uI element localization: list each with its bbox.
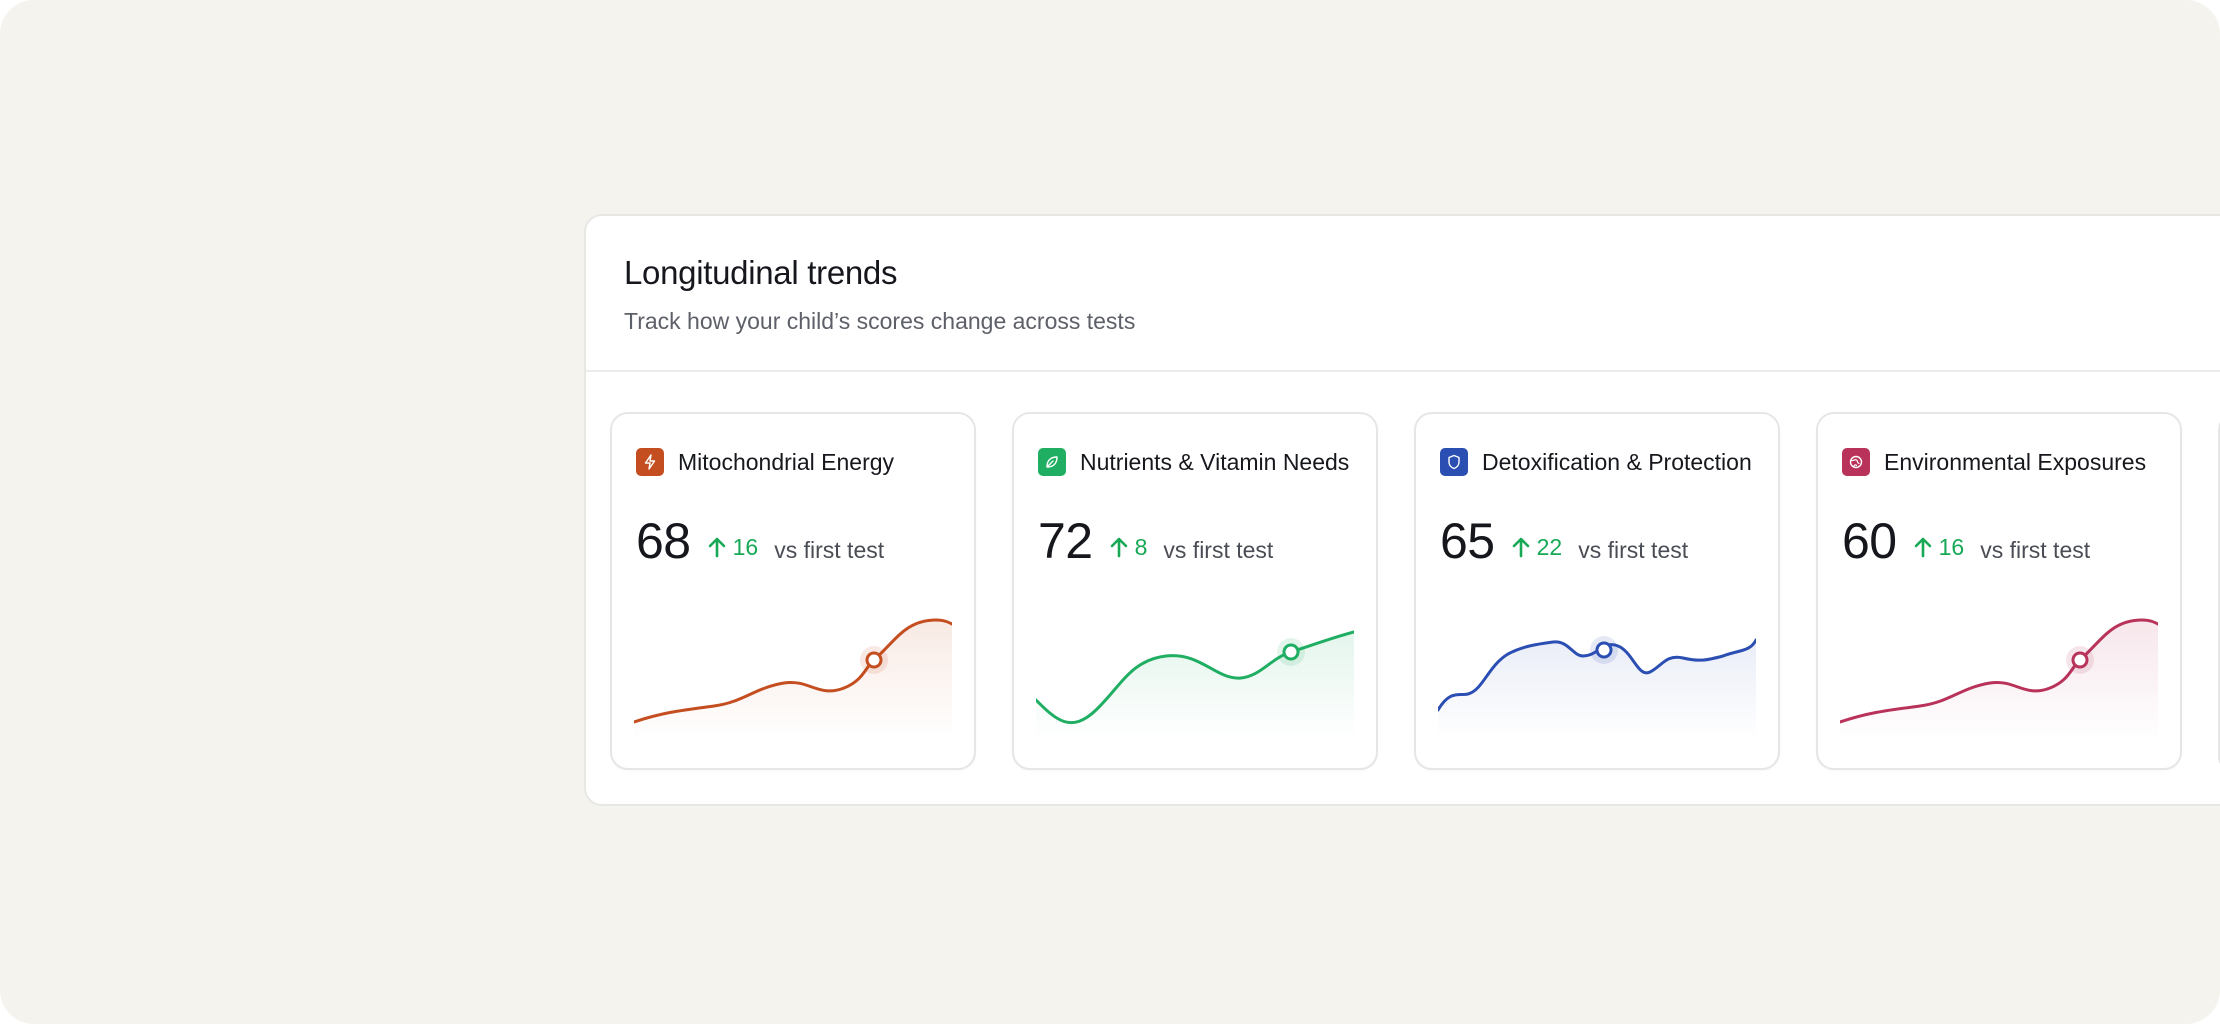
sparkline-chart xyxy=(634,618,952,740)
sparkline-path xyxy=(1840,618,2158,724)
card-label: Environmental Exposures xyxy=(1884,448,2147,475)
arrow-up-icon xyxy=(708,537,725,558)
longitudinal-trends-panel: Longitudinal trends Track how your child… xyxy=(584,214,2220,806)
trend-card-environmental-exposures[interactable]: Environmental Exposures 60 16 vs first t… xyxy=(1816,412,2182,770)
delta-indicator: 16 xyxy=(1913,533,1965,561)
sparkline-path xyxy=(634,618,952,724)
score-value: 60 xyxy=(1842,513,1897,569)
sparkline-chart xyxy=(1438,636,1756,740)
shield-icon xyxy=(1440,448,1468,476)
trend-card-detoxification-protection[interactable]: Detoxification & Protection 65 22 vs fir… xyxy=(1414,412,1780,770)
comparison-label: vs first test xyxy=(1578,537,1689,563)
section-subtitle: Track how your child’s scores change acr… xyxy=(624,308,1136,334)
arrow-up-icon xyxy=(1914,537,1931,558)
current-point xyxy=(1595,641,1613,659)
lightning-icon xyxy=(636,448,664,476)
current-point xyxy=(865,651,883,669)
panel-header: Longitudinal trends Track how your child… xyxy=(586,216,2220,372)
arrow-up-icon xyxy=(1110,537,1127,558)
card-label: Nutrients & Vitamin Needs xyxy=(1080,448,1350,475)
current-point xyxy=(1282,643,1300,661)
score-value: 72 xyxy=(1038,513,1093,569)
delta-value: 16 xyxy=(1938,533,1965,560)
delta-indicator: 16 xyxy=(707,533,759,561)
trend-card-nutrients-vitamin-needs[interactable]: Nutrients & Vitamin Needs 72 8 vs first … xyxy=(1012,412,1378,770)
delta-value: 16 xyxy=(732,533,759,560)
card-label: Mitochondrial Energy xyxy=(678,448,895,475)
score-value: 68 xyxy=(636,513,691,569)
sparkline-chart xyxy=(1036,630,1354,740)
delta-value: 8 xyxy=(1134,533,1148,560)
section-title: Longitudinal trends xyxy=(624,254,898,291)
score-value: 65 xyxy=(1440,513,1495,569)
delta-indicator: 22 xyxy=(1511,533,1563,561)
current-point xyxy=(2071,651,2089,669)
trend-card-mitochondrial-energy[interactable]: Mitochondrial Energy 68 16 vs first test xyxy=(610,412,976,770)
delta-value: 22 xyxy=(1536,533,1563,560)
comparison-label: vs first test xyxy=(1980,537,2091,563)
sparkline-chart xyxy=(1840,618,2158,740)
comparison-label: vs first test xyxy=(774,537,885,563)
card-label: Detoxification & Protection xyxy=(1482,448,1752,475)
delta-indicator: 8 xyxy=(1109,533,1148,561)
leaf-icon xyxy=(1038,448,1066,476)
globe-icon xyxy=(1842,448,1870,476)
arrow-up-icon xyxy=(1512,537,1529,558)
comparison-label: vs first test xyxy=(1163,537,1274,563)
